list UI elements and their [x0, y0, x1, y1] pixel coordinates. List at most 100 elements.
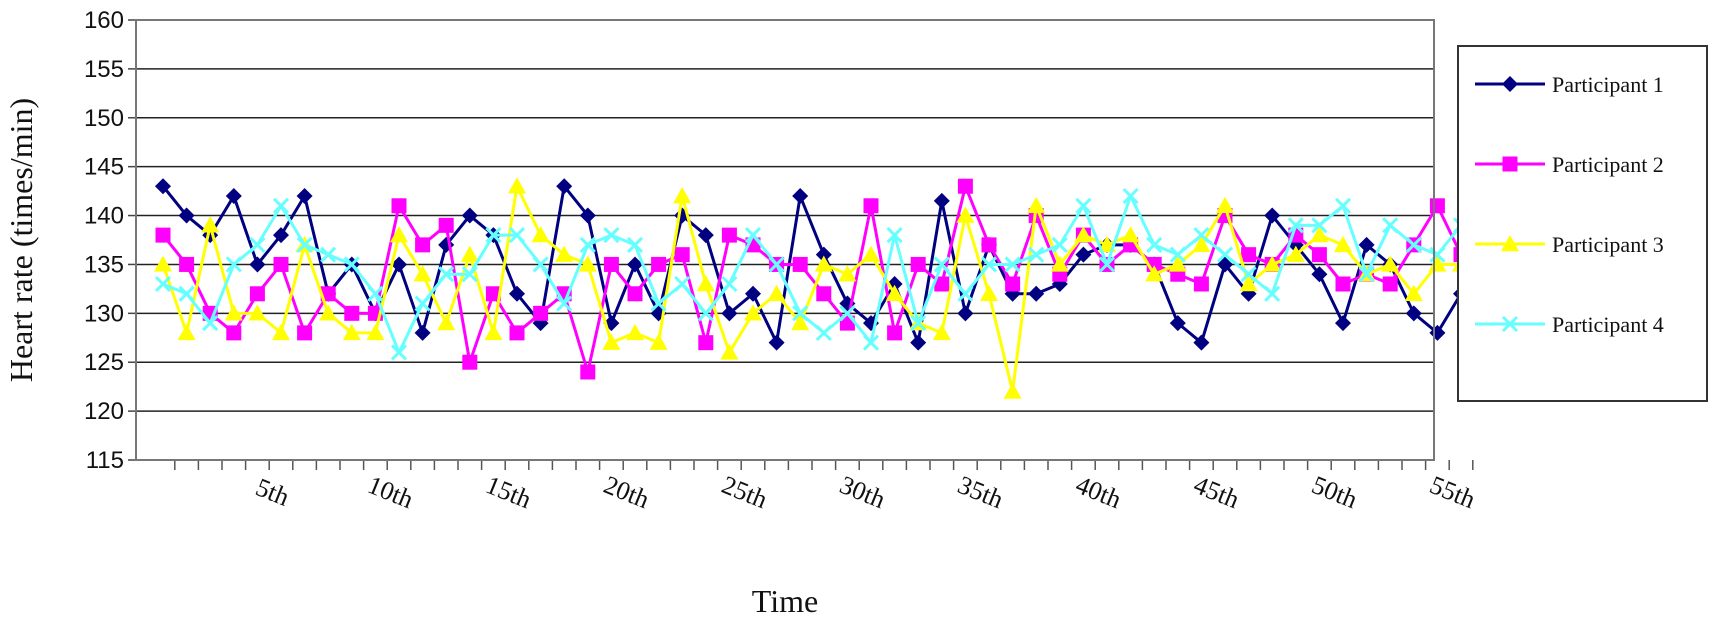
legend-entry: Participant 2	[1475, 152, 1664, 177]
data-point	[1429, 246, 1446, 263]
data-point	[1168, 255, 1187, 272]
data-point	[1239, 275, 1258, 292]
data-point	[1334, 235, 1352, 253]
data-point	[414, 295, 431, 312]
data-point	[1241, 247, 1257, 263]
x-tick-label: 40th	[1072, 470, 1126, 514]
data-point	[296, 236, 313, 253]
series-3	[154, 177, 1470, 399]
data-point	[814, 255, 833, 272]
x-tick-label: 35th	[954, 470, 1008, 514]
data-point	[816, 286, 832, 302]
data-point	[862, 334, 880, 351]
data-point	[815, 246, 832, 263]
data-point	[839, 305, 856, 322]
x-tick-label: 50th	[1308, 470, 1362, 514]
legend: Participant 1 Participant 2 Participant 3 P…	[1457, 45, 1708, 402]
legend-label: Participant 1	[1552, 72, 1664, 97]
data-point	[627, 256, 643, 273]
legend-entry: Participant 3	[1475, 232, 1664, 257]
data-point	[178, 207, 195, 224]
series-layer	[154, 177, 1470, 399]
y-tick-label: 135	[84, 251, 124, 278]
data-point	[1287, 217, 1304, 234]
data-point	[438, 266, 455, 283]
data-point	[155, 227, 171, 243]
data-point	[1382, 217, 1399, 234]
data-point	[910, 256, 926, 272]
x-tick-label: 5th	[252, 472, 294, 511]
data-point	[1240, 266, 1257, 283]
data-point	[272, 323, 290, 341]
data-point	[296, 188, 313, 204]
data-point	[462, 354, 478, 370]
data-point	[792, 305, 809, 322]
data-point	[154, 275, 172, 293]
data-point	[201, 216, 220, 233]
series-4	[154, 187, 1470, 361]
data-point	[461, 207, 478, 224]
x-tick-label: 15th	[482, 470, 536, 514]
data-point	[225, 256, 242, 273]
data-point	[1003, 382, 1022, 399]
data-point	[226, 325, 242, 341]
data-point	[390, 344, 408, 361]
x-tick-label: 45th	[1190, 470, 1244, 514]
data-point	[1074, 226, 1093, 243]
data-point	[1335, 315, 1351, 332]
data-point	[320, 286, 336, 302]
data-point	[391, 256, 407, 273]
data-point	[957, 178, 973, 194]
y-tick-label: 150	[84, 105, 124, 132]
x-tick-label: 20th	[600, 470, 654, 514]
data-point	[1428, 255, 1447, 272]
data-point	[484, 323, 503, 341]
data-point	[1051, 236, 1068, 253]
data-point	[366, 323, 385, 341]
data-point	[1501, 235, 1519, 252]
y-tick-label: 125	[84, 349, 124, 376]
data-point	[509, 325, 525, 341]
data-point	[744, 304, 762, 321]
data-point	[438, 217, 454, 233]
y-tick-label: 140	[84, 203, 124, 230]
data-point	[202, 315, 219, 332]
data-point	[297, 325, 313, 341]
data-point	[1027, 196, 1046, 213]
y-tick-label: 120	[84, 398, 124, 425]
data-point	[1050, 255, 1069, 272]
data-point	[1145, 265, 1164, 282]
legend-label: Participant 4	[1552, 312, 1664, 337]
data-point	[885, 284, 904, 301]
data-point	[460, 245, 479, 262]
data-point	[1502, 76, 1518, 92]
data-point	[1286, 245, 1305, 262]
legend-entry: Participant 4	[1475, 312, 1664, 337]
data-point	[744, 227, 762, 244]
data-point	[862, 245, 880, 262]
data-point	[957, 285, 974, 302]
data-point	[579, 207, 596, 224]
data-point	[674, 275, 691, 293]
data-point	[792, 256, 808, 272]
data-point	[508, 177, 526, 194]
data-point	[863, 198, 879, 214]
data-point	[721, 275, 738, 293]
data-point	[1264, 207, 1281, 224]
data-point	[579, 236, 596, 253]
data-point	[1405, 305, 1422, 322]
data-point	[342, 323, 361, 341]
data-point	[344, 305, 360, 321]
data-point	[698, 335, 714, 351]
data-point	[272, 197, 290, 214]
data-point	[1193, 227, 1210, 244]
data-point	[531, 226, 550, 243]
data-point	[934, 276, 950, 292]
data-point	[1381, 255, 1400, 272]
data-point	[1004, 256, 1021, 273]
data-point	[1429, 198, 1445, 214]
data-point	[602, 333, 621, 350]
data-point	[957, 305, 974, 322]
data-point	[391, 198, 407, 214]
